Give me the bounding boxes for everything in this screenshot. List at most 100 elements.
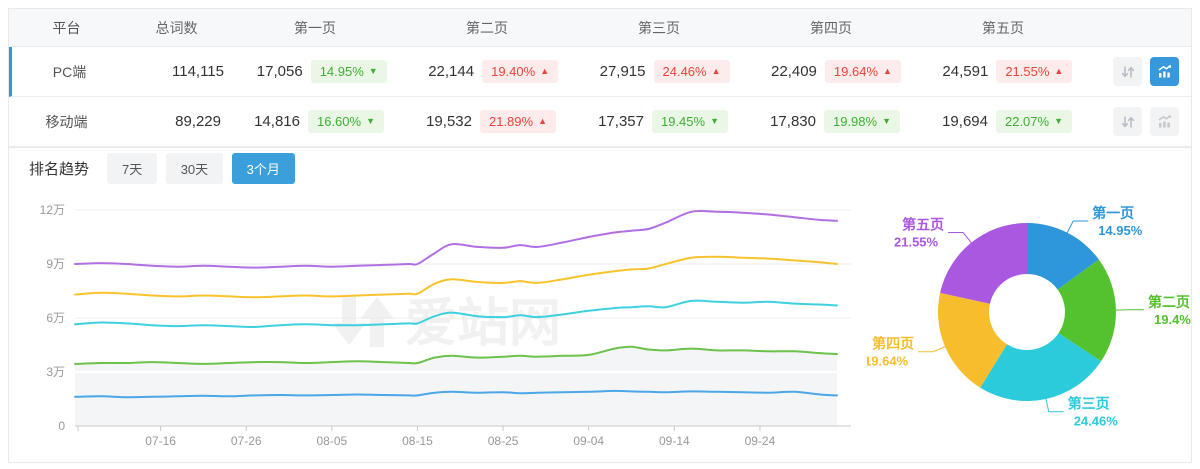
change-percent: 22.07% bbox=[1004, 114, 1050, 129]
trend-arrow-icon: ▲ bbox=[1054, 66, 1064, 76]
change-percent: 21.55% bbox=[1005, 64, 1050, 79]
svg-text:3万: 3万 bbox=[46, 365, 65, 379]
charts-area: 爱站网 07-16 07-26 08-05 08-15 08-25 09-04 09-14 09… bbox=[9, 189, 1191, 461]
page5-count: 19,694 bbox=[942, 113, 988, 130]
donut-percent: 21.55% bbox=[894, 235, 939, 250]
page1-cell: 17,056 14.95% ▼ bbox=[232, 60, 403, 83]
page4-change-badge: 19.98% ▼ bbox=[823, 110, 900, 133]
svg-text:07-26: 07-26 bbox=[231, 434, 262, 448]
sort-updown-icon bbox=[1121, 65, 1134, 78]
page2-change-badge: 19.40% ▲ bbox=[482, 60, 559, 83]
page4-count: 22,409 bbox=[771, 63, 817, 80]
page5-cell: 24,591 21.55% ▲ bbox=[918, 60, 1089, 83]
page4-cell: 17,830 19.98% ▼ bbox=[745, 110, 917, 133]
page1-count: 14,816 bbox=[254, 113, 300, 130]
trend-arrow-icon: ▲ bbox=[538, 116, 547, 126]
svg-text:6万: 6万 bbox=[46, 311, 65, 325]
rank-trend-line-chart: 爱站网 07-16 07-26 08-05 08-15 08-25 09-04 09-14 09… bbox=[9, 189, 867, 461]
platform-label: PC端 bbox=[52, 63, 87, 80]
svg-text:9万: 9万 bbox=[46, 257, 65, 271]
header-platform: 平台 bbox=[52, 19, 81, 36]
table-header: 平台 总词数 第一页 第二页 第三页 第四页 第五页 bbox=[9, 9, 1191, 47]
page1-cell: 14,816 16.60% ▼ bbox=[229, 110, 401, 133]
header-total-words: 总词数 bbox=[155, 19, 198, 36]
page3-change-badge: 19.45% ▼ bbox=[651, 110, 728, 133]
header-page-4: 第四页 bbox=[810, 19, 852, 36]
page5-change-badge: 21.55% ▲ bbox=[996, 60, 1073, 83]
trend-arrow-icon: ▼ bbox=[368, 66, 378, 76]
page5-count: 24,591 bbox=[942, 63, 989, 80]
page4-change-badge: 19.64% ▲ bbox=[824, 60, 901, 83]
svg-text:08-25: 08-25 bbox=[488, 434, 519, 448]
donut-percent: 24.46% bbox=[1074, 414, 1119, 429]
page2-count: 22,144 bbox=[428, 63, 475, 80]
svg-text:爱站网: 爱站网 bbox=[405, 295, 561, 353]
change-percent: 19.64% bbox=[833, 64, 878, 79]
page4-count: 17,830 bbox=[770, 113, 816, 130]
donut-percent: 19.64% bbox=[867, 354, 909, 369]
trend-arrow-icon: ▼ bbox=[1054, 116, 1063, 126]
trend-range-tabs: 7天 30天 3个月 bbox=[103, 153, 295, 184]
page2-change-badge: 21.89% ▲ bbox=[479, 110, 556, 133]
change-percent: 21.89% bbox=[488, 114, 534, 129]
donut-slice bbox=[938, 292, 1007, 388]
donut-percent: 14.95% bbox=[1098, 223, 1143, 238]
change-percent: 14.95% bbox=[319, 64, 364, 79]
trend-arrow-icon: ▲ bbox=[540, 66, 550, 76]
tab-30-days[interactable]: 30天 bbox=[165, 153, 224, 184]
donut-percent: 19.4% bbox=[1154, 312, 1191, 327]
page2-cell: 22,144 19.40% ▲ bbox=[403, 60, 574, 83]
donut-label: 第五页 bbox=[902, 217, 944, 233]
page5-change-badge: 22.07% ▼ bbox=[995, 110, 1072, 133]
trend-section-title: 排名趋势 bbox=[29, 161, 90, 178]
trend-arrow-icon: ▼ bbox=[366, 116, 375, 126]
page3-cell: 27,915 24.46% ▲ bbox=[575, 60, 746, 83]
change-percent: 24.46% bbox=[662, 64, 707, 79]
sort-updown-button[interactable] bbox=[1113, 107, 1142, 136]
svg-text:12万: 12万 bbox=[40, 203, 65, 217]
header-page-2: 第二页 bbox=[466, 19, 508, 36]
platform-label: 移动端 bbox=[45, 113, 88, 130]
keyword-rank-card: 平台 总词数 第一页 第二页 第三页 第四页 第五页 PC端 114,115 1… bbox=[8, 8, 1192, 463]
donut-slice bbox=[940, 223, 1027, 304]
donut-label: 第二页 bbox=[1148, 294, 1190, 310]
page3-change-badge: 24.46% ▲ bbox=[653, 60, 730, 83]
svg-text:09-14: 09-14 bbox=[659, 434, 690, 448]
page3-count: 17,357 bbox=[598, 113, 644, 130]
table-row-pc[interactable]: PC端 114,115 17,056 14.95% ▼ 22,144 19.40%… bbox=[9, 47, 1191, 97]
change-percent: 19.45% bbox=[660, 114, 706, 129]
total-words-value: 89,229 bbox=[175, 113, 221, 130]
trend-arrow-icon: ▲ bbox=[711, 66, 721, 76]
trend-toolbar: 排名趋势 7天 30天 3个月 bbox=[9, 147, 1191, 189]
donut-slice bbox=[980, 333, 1102, 401]
page1-change-badge: 14.95% ▼ bbox=[310, 60, 387, 83]
page3-cell: 17,357 19.45% ▼ bbox=[573, 110, 745, 133]
donut-label: 第四页 bbox=[872, 336, 914, 352]
page2-cell: 19,532 21.89% ▲ bbox=[401, 110, 573, 133]
svg-text:09-04: 09-04 bbox=[573, 434, 604, 448]
donut-label: 第三页 bbox=[1068, 396, 1110, 412]
trend-chart-icon bbox=[1158, 114, 1172, 128]
table-row-mobile[interactable]: 移动端 89,229 14,816 16.60% ▼ 19,532 21.89% ▲… bbox=[9, 97, 1191, 147]
change-percent: 19.40% bbox=[491, 64, 536, 79]
tab-7-days[interactable]: 7天 bbox=[107, 153, 158, 184]
header-page-5: 第五页 bbox=[982, 19, 1024, 36]
page3-count: 27,915 bbox=[599, 63, 646, 80]
header-page-1: 第一页 bbox=[294, 19, 336, 36]
donut-slice bbox=[1027, 223, 1099, 290]
page1-change-badge: 16.60% ▼ bbox=[307, 110, 384, 133]
page-share-donut-chart: 第一页 14.95% 第二页 19.4% 第三页 24.46% 第四页 19.64% 第五页 21… bbox=[867, 189, 1191, 461]
page4-cell: 22,409 19.64% ▲ bbox=[746, 60, 917, 83]
svg-text:08-15: 08-15 bbox=[402, 434, 433, 448]
trend-arrow-icon: ▼ bbox=[710, 116, 719, 126]
tab-3-months[interactable]: 3个月 bbox=[231, 153, 295, 184]
show-trend-chart-button[interactable] bbox=[1150, 57, 1180, 86]
sort-updown-icon bbox=[1121, 115, 1134, 128]
change-percent: 19.98% bbox=[832, 114, 878, 129]
trend-arrow-icon: ▲ bbox=[883, 66, 892, 76]
sort-updown-button[interactable] bbox=[1113, 57, 1143, 86]
svg-text:08-05: 08-05 bbox=[317, 434, 348, 448]
svg-text:0: 0 bbox=[58, 419, 65, 433]
show-trend-chart-button[interactable] bbox=[1150, 107, 1179, 136]
page2-count: 19,532 bbox=[426, 113, 472, 130]
